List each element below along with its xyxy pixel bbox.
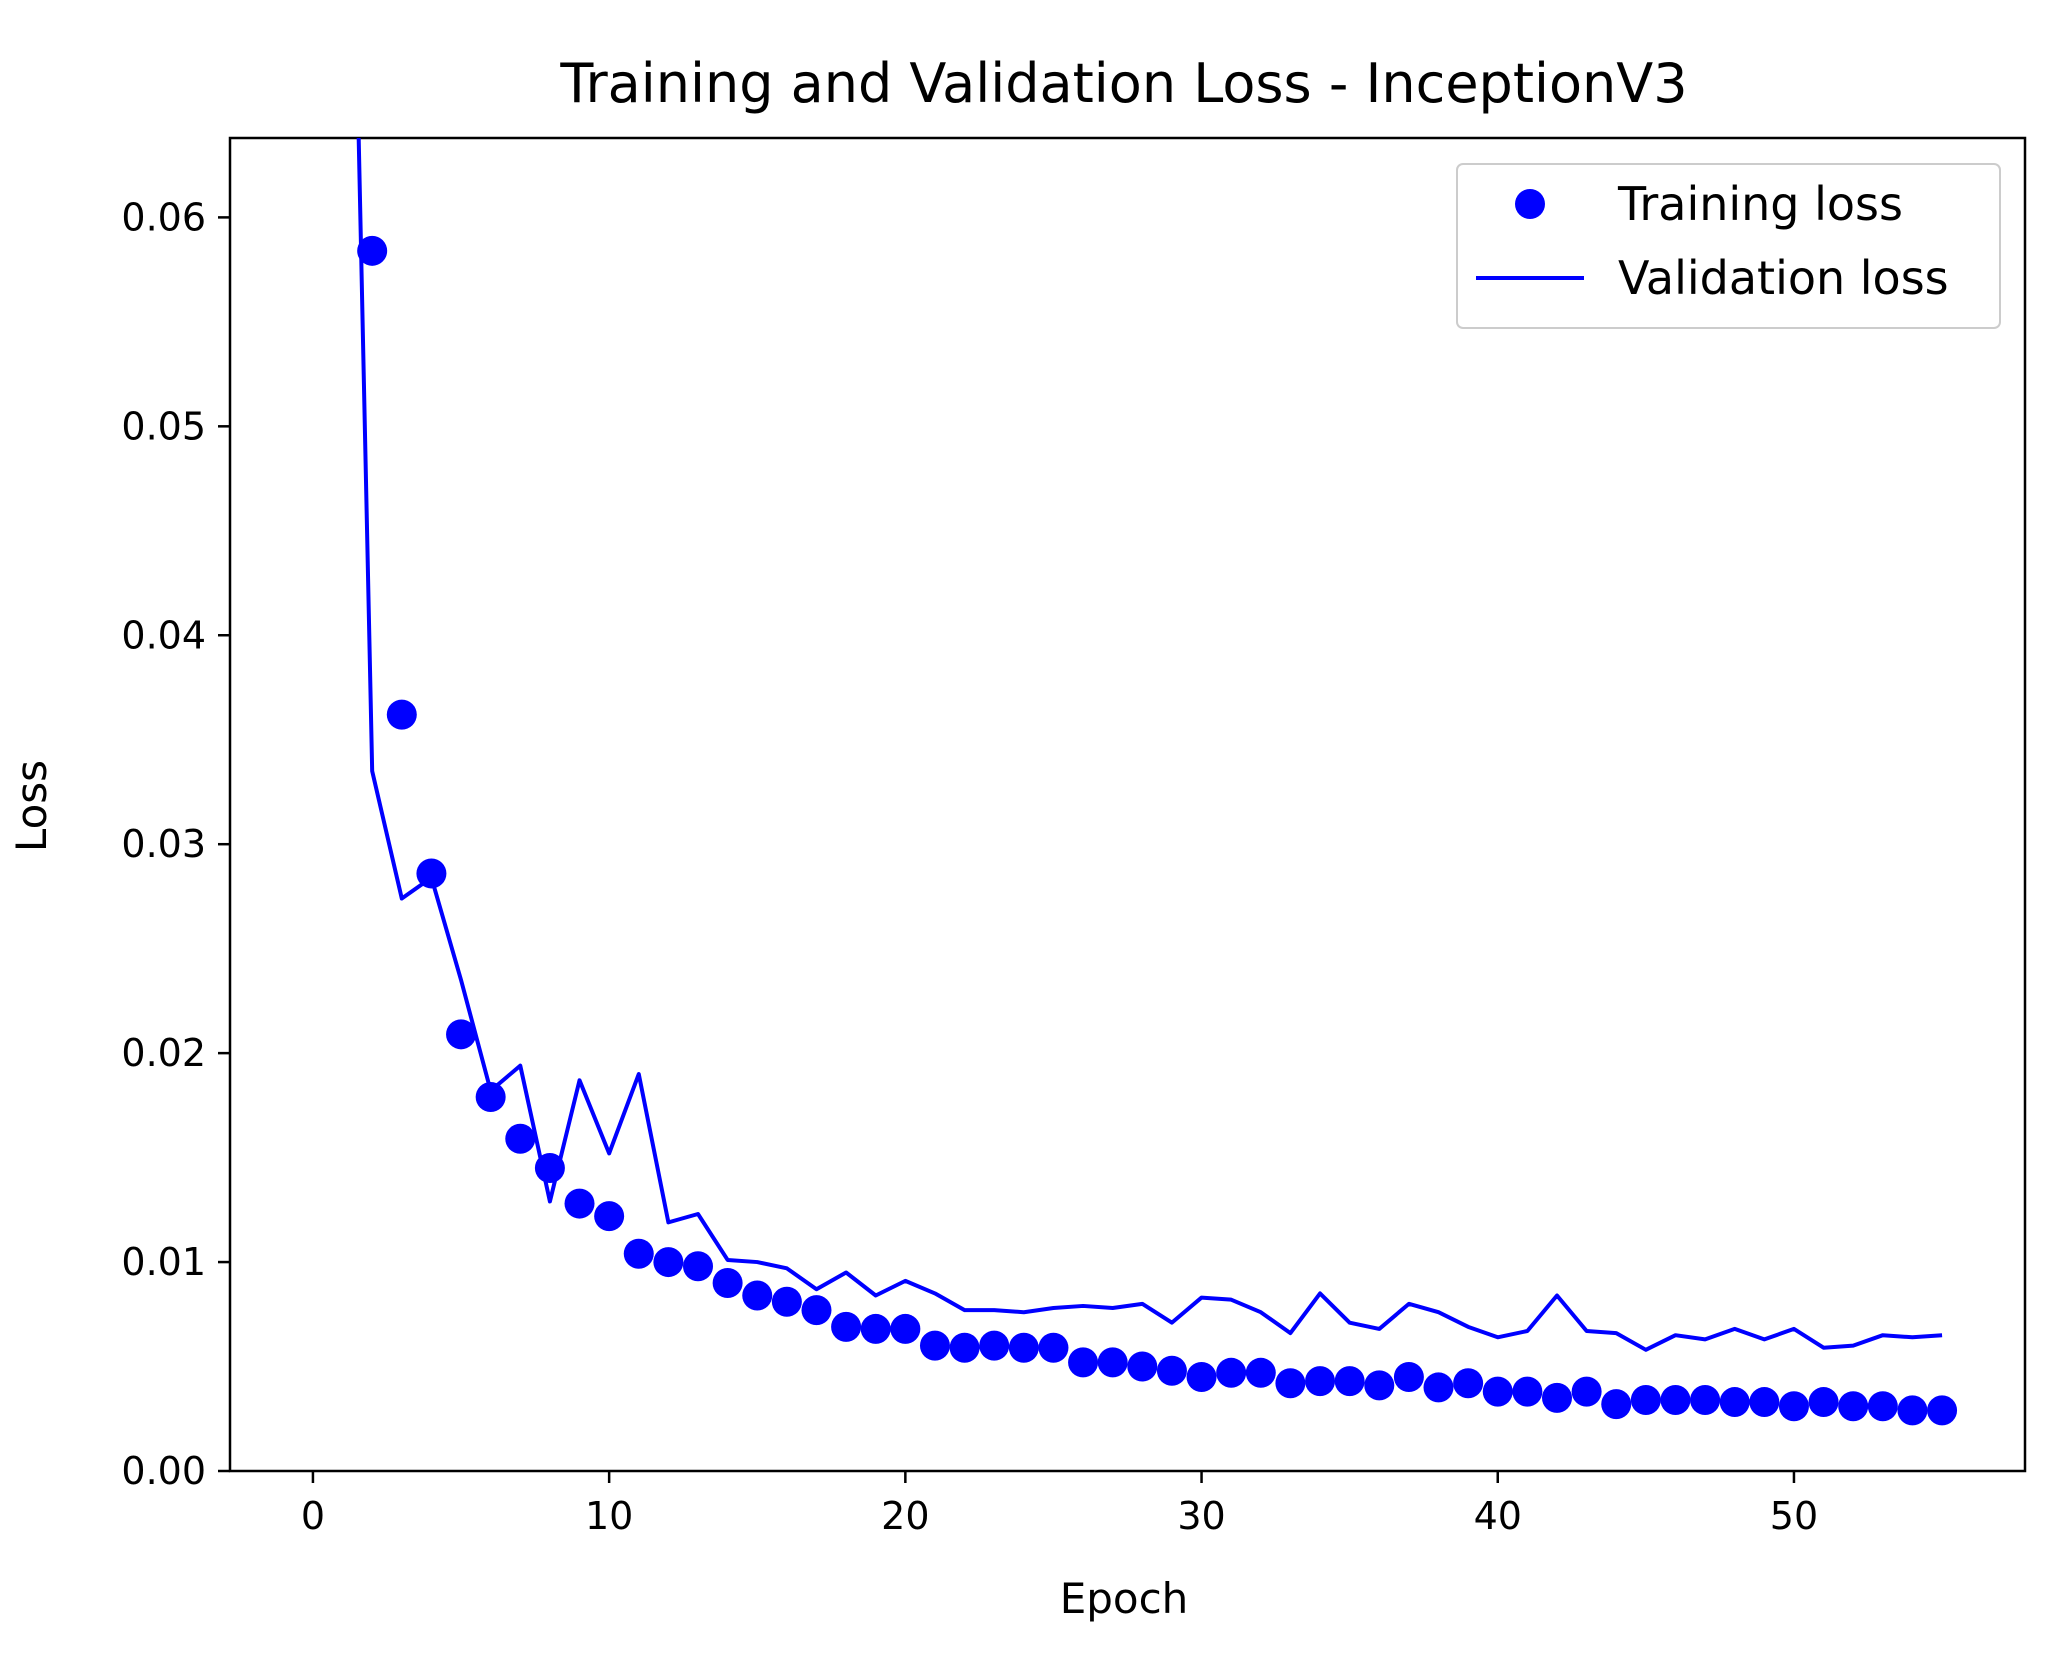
training-loss-point <box>1068 1347 1099 1378</box>
training-loss-point <box>594 1201 625 1232</box>
y-tick-label: 0.03 <box>121 822 206 866</box>
training-loss-point <box>831 1311 862 1342</box>
y-tick-label: 0.01 <box>121 1240 206 1284</box>
training-loss-point <box>1719 1387 1750 1418</box>
training-loss-point <box>683 1251 714 1282</box>
training-loss-point <box>534 1153 565 1184</box>
x-tick-label: 40 <box>1474 1494 1522 1538</box>
training-loss-point <box>564 1188 595 1219</box>
legend-validation-label: Validation loss <box>1618 251 1949 305</box>
training-loss-point <box>1097 1347 1128 1378</box>
training-loss-point <box>1453 1368 1484 1399</box>
y-tick-label: 0.06 <box>121 195 206 239</box>
x-tick-label: 10 <box>585 1494 633 1538</box>
training-loss-point <box>505 1123 536 1154</box>
y-tick-label: 0.05 <box>121 404 206 448</box>
training-loss-point <box>1186 1361 1217 1392</box>
training-loss-point <box>919 1330 950 1361</box>
training-loss-point <box>1275 1368 1306 1399</box>
x-tick-label: 30 <box>1177 1494 1225 1538</box>
training-loss-point <box>623 1238 654 1269</box>
training-loss-point <box>860 1313 891 1344</box>
x-tick-label: 0 <box>301 1494 325 1538</box>
training-loss-point <box>742 1280 773 1311</box>
x-axis-ticks: 0 10 20 30 40 50 <box>301 1471 1818 1538</box>
training-loss-point <box>1482 1376 1513 1407</box>
training-loss-point <box>1156 1355 1187 1386</box>
training-loss-point <box>1808 1387 1839 1418</box>
training-loss-point <box>1038 1332 1069 1363</box>
training-loss-point <box>1867 1391 1898 1422</box>
training-loss-point <box>357 235 388 266</box>
training-loss-point <box>1216 1357 1247 1388</box>
training-loss-point <box>1127 1351 1158 1382</box>
legend: Training loss Validation loss <box>1456 163 2001 329</box>
training-loss-point <box>1423 1372 1454 1403</box>
training-loss-point <box>1571 1376 1602 1407</box>
training-loss-point <box>1630 1384 1661 1415</box>
training-loss-point <box>712 1267 743 1298</box>
training-loss-point <box>771 1286 802 1317</box>
chart-title: Training and Validation Loss - Inception… <box>559 52 1687 115</box>
training-loss-point <box>1660 1384 1691 1415</box>
training-loss-point <box>475 1082 506 1113</box>
training-loss-point <box>1305 1366 1336 1397</box>
training-loss-point <box>979 1330 1010 1361</box>
training-loss-point <box>1778 1391 1809 1422</box>
y-tick-label: 0.00 <box>121 1449 206 1493</box>
training-loss-point <box>1897 1395 1928 1426</box>
validation-loss-line <box>356 138 1943 1352</box>
series-layer <box>356 138 1958 1426</box>
y-tick-label: 0.02 <box>121 1031 206 1075</box>
training-loss-point <box>1838 1391 1869 1422</box>
training-loss-point <box>416 858 447 889</box>
training-loss-point <box>653 1247 684 1278</box>
y-axis-ticks: 0.00 0.01 0.02 0.03 0.04 0.05 0.06 <box>121 195 230 1493</box>
y-tick-label: 0.04 <box>121 613 206 657</box>
training-loss-point <box>1749 1387 1780 1418</box>
legend-training-label: Training loss <box>1617 177 1903 231</box>
training-loss-point <box>1008 1332 1039 1363</box>
x-tick-label: 20 <box>881 1494 929 1538</box>
y-axis-label: Loss <box>7 760 56 852</box>
training-loss-point <box>1512 1376 1543 1407</box>
training-loss-point <box>801 1295 832 1326</box>
training-loss-point <box>1927 1395 1958 1426</box>
training-loss-point <box>1690 1384 1721 1415</box>
legend-training-marker <box>1515 189 1545 219</box>
x-tick-label: 50 <box>1770 1494 1818 1538</box>
training-loss-point <box>1601 1389 1632 1420</box>
training-loss-point <box>890 1313 921 1344</box>
training-loss-point <box>1541 1382 1572 1413</box>
training-loss-point <box>1393 1361 1424 1392</box>
legend-box <box>1456 163 2001 329</box>
training-loss-point <box>1245 1357 1276 1388</box>
plot-area <box>228 136 2027 1473</box>
training-loss-point <box>949 1332 980 1363</box>
training-loss-point <box>446 1019 477 1050</box>
x-axis-label: Epoch <box>1060 1574 1189 1623</box>
training-loss-point <box>1334 1366 1365 1397</box>
training-loss-point <box>1364 1370 1395 1401</box>
training-loss-point <box>386 699 417 730</box>
